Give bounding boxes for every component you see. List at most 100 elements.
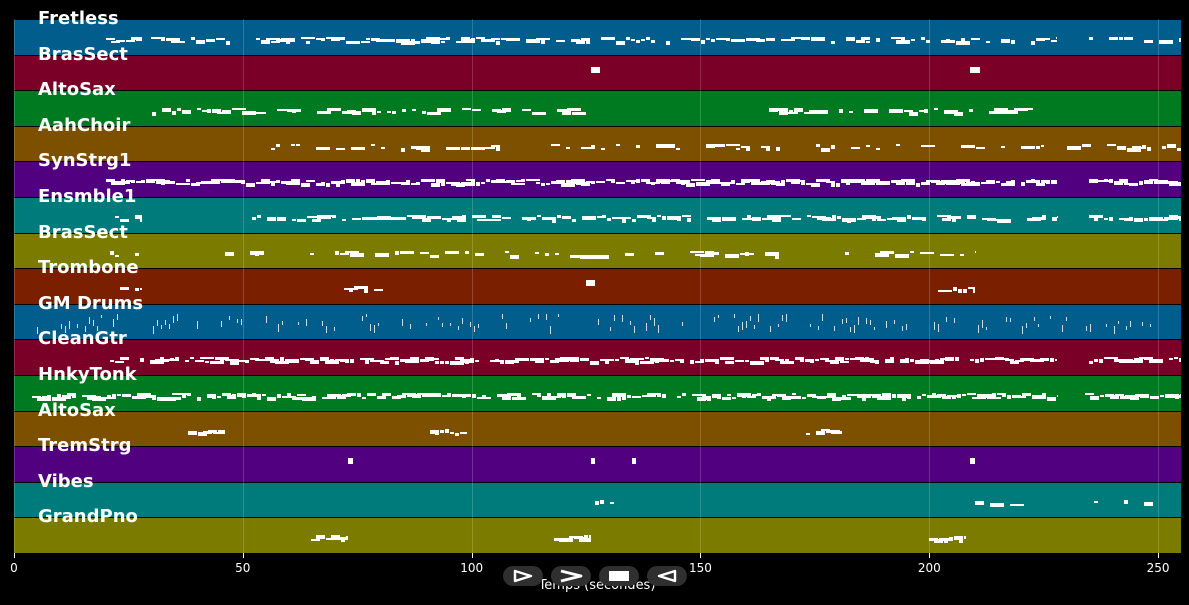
note [1125, 325, 1128, 330]
note [710, 359, 715, 363]
note [580, 146, 595, 149]
play-button[interactable] [503, 566, 543, 586]
note [471, 38, 476, 41]
note [491, 109, 501, 113]
note [140, 39, 143, 41]
note [690, 179, 705, 182]
note [102, 397, 117, 399]
note [605, 179, 615, 182]
note [232, 394, 237, 396]
note [1020, 182, 1025, 187]
note [501, 108, 511, 113]
note [476, 219, 486, 221]
note [362, 397, 367, 399]
note [1089, 323, 1092, 332]
note [1169, 41, 1174, 44]
note [560, 357, 570, 360]
note [270, 182, 275, 187]
note [616, 217, 631, 219]
note [802, 397, 807, 399]
fast-forward-button[interactable] [551, 566, 591, 586]
note [1144, 501, 1154, 506]
note [431, 217, 441, 219]
note [1024, 108, 1034, 111]
note [670, 143, 675, 146]
note [112, 318, 115, 327]
note [826, 218, 836, 221]
note [340, 360, 350, 363]
note [401, 109, 406, 113]
note [885, 181, 890, 184]
note [830, 144, 835, 149]
note [1104, 179, 1109, 183]
note [680, 182, 685, 186]
note [842, 395, 847, 398]
note [909, 112, 919, 117]
note [550, 181, 560, 185]
note [254, 252, 259, 256]
note [211, 109, 221, 114]
rewind-button[interactable] [647, 566, 687, 586]
note [966, 215, 976, 219]
note [411, 39, 416, 43]
note [849, 111, 854, 114]
stop-button[interactable] [599, 566, 639, 586]
note [110, 360, 115, 363]
note [1089, 215, 1104, 218]
note [1020, 358, 1035, 362]
note [76, 323, 79, 328]
note [250, 358, 260, 361]
note [600, 147, 605, 150]
note [171, 41, 186, 43]
gridline [14, 19, 15, 553]
note [1134, 358, 1144, 362]
note [495, 146, 500, 151]
note [469, 321, 472, 327]
note [444, 250, 459, 254]
note [291, 111, 296, 114]
note [225, 181, 240, 184]
note [775, 146, 780, 151]
note [874, 252, 889, 257]
note [596, 216, 606, 218]
note [677, 396, 682, 398]
note [891, 37, 906, 39]
note [894, 253, 909, 258]
note [735, 360, 745, 363]
note [830, 361, 840, 365]
note [651, 40, 656, 43]
note [490, 180, 500, 184]
note [371, 217, 381, 220]
note [425, 180, 430, 183]
note [440, 429, 445, 433]
note [565, 146, 570, 149]
note [779, 111, 789, 116]
note [1051, 40, 1058, 42]
note [161, 38, 166, 41]
note [930, 360, 945, 365]
track-label: HnkyTonk [38, 364, 137, 385]
note [791, 218, 801, 220]
note [122, 394, 132, 397]
note [1037, 395, 1047, 399]
note [521, 109, 531, 112]
note [701, 40, 706, 44]
track-label: AltoSax [38, 399, 116, 421]
note [586, 41, 591, 44]
note [781, 39, 796, 41]
note [275, 180, 280, 184]
note [221, 110, 231, 113]
note [266, 217, 276, 221]
note [60, 323, 63, 329]
note [556, 40, 566, 42]
note [757, 393, 762, 396]
note [958, 289, 963, 294]
note [1119, 37, 1124, 40]
note [335, 183, 340, 188]
track-label: Fretless [38, 8, 119, 29]
note [151, 37, 166, 39]
note [1109, 217, 1114, 221]
note [190, 183, 200, 187]
track-lane [14, 446, 1181, 482]
note [326, 37, 341, 39]
